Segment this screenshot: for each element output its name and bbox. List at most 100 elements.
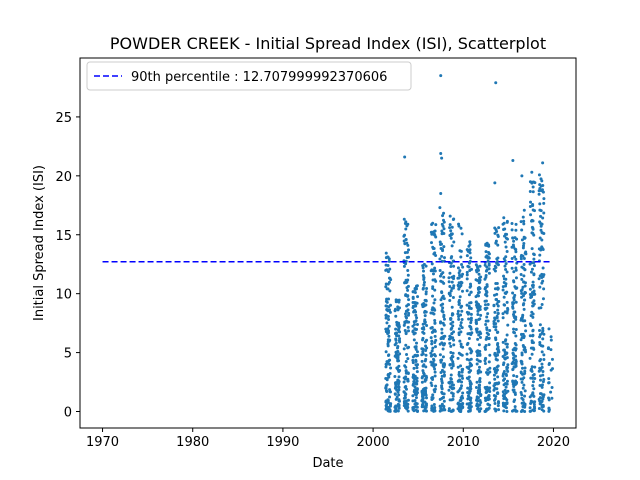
scatter-point (540, 385, 544, 389)
scatter-point (402, 380, 406, 384)
scatter-point (475, 362, 479, 366)
scatter-point (523, 409, 527, 413)
scatter-point (496, 392, 500, 396)
scatter-point (447, 280, 451, 284)
scatter-point (494, 336, 498, 340)
scatter-point (538, 335, 542, 339)
scatter-point (505, 300, 509, 304)
scatter-point (484, 356, 488, 360)
scatter-point (421, 338, 425, 342)
scatter-point (422, 325, 426, 329)
scatter-point (505, 333, 509, 337)
scatter-point (521, 285, 525, 289)
scatter-point (497, 350, 501, 354)
scatter-point (430, 339, 434, 343)
scatter-point (448, 334, 452, 338)
scatter-point (486, 312, 490, 316)
scatter-point (384, 256, 388, 260)
scatter-point (493, 401, 497, 405)
scatter-point (494, 241, 498, 245)
scatter-point (469, 284, 473, 288)
scatter-point (541, 337, 545, 341)
scatter-point (425, 323, 429, 327)
scatter-point (494, 325, 498, 329)
axes: 1970 1980 1990 2000 2010 2020 0 5 10 15 20 25 (55, 57, 577, 450)
scatter-point (456, 402, 460, 406)
scatter-point (520, 393, 524, 397)
scatter-point (429, 360, 433, 364)
scatter-point (504, 262, 508, 266)
scatter-point (407, 298, 411, 302)
scatter-point (449, 256, 453, 260)
scatter-point (461, 367, 465, 371)
scatter-point (492, 373, 496, 377)
scatter-point (388, 267, 392, 271)
scatter-point (433, 367, 437, 371)
scatter-point (542, 377, 546, 381)
scatter-point (504, 391, 508, 395)
scatter-point (441, 294, 445, 298)
scatter-point (519, 273, 523, 277)
scatter-point (415, 350, 419, 354)
scatter-point (394, 409, 398, 413)
scatter-point (460, 374, 464, 378)
scatter-point (442, 256, 446, 260)
scatter-point (520, 228, 524, 232)
scatter-point (467, 244, 471, 248)
scatter-point (502, 295, 506, 299)
scatter-point (440, 291, 444, 295)
scatter-point (441, 218, 445, 222)
scatter-point (457, 370, 461, 374)
scatter-point (411, 304, 415, 308)
scatter-point (415, 409, 419, 413)
scatter-point (503, 303, 507, 307)
scatter-point (440, 254, 444, 258)
scatter-point (486, 302, 490, 306)
scatter-point (522, 307, 526, 311)
scatter-point (511, 302, 515, 306)
scatter-point (477, 272, 481, 276)
scatter-point (519, 255, 523, 259)
scatter-point (424, 378, 428, 382)
scatter-point (478, 399, 482, 403)
scatter-point (522, 298, 526, 302)
scatter-point (404, 365, 408, 369)
scatter-point (504, 338, 508, 342)
scatter-point (469, 351, 473, 355)
scatter-point (483, 307, 487, 311)
scatter-point (520, 265, 524, 269)
scatter-point (478, 376, 482, 380)
scatter-point (511, 368, 515, 372)
scatter-point (523, 348, 527, 352)
scatter-point (514, 222, 518, 226)
scatter-point (386, 309, 390, 313)
scatter-point (477, 387, 481, 391)
scatter-point (440, 384, 444, 388)
scatter-point (433, 266, 437, 270)
scatter-point (456, 312, 460, 316)
scatter-point (466, 264, 470, 268)
scatter-point (523, 404, 527, 408)
scatter-point (541, 216, 545, 220)
scatter-point (469, 316, 473, 320)
scatter-point (502, 216, 506, 220)
scatter-point (476, 291, 480, 295)
scatter-point (533, 406, 537, 410)
scatter-point (384, 282, 388, 286)
scatter-point (396, 390, 400, 394)
scatter-point (397, 375, 401, 379)
scatter-point (538, 220, 542, 224)
scatter-point (529, 376, 533, 380)
scatter-point (477, 294, 481, 298)
scatter-point (541, 231, 545, 235)
scatter-point (540, 365, 544, 369)
scatter-point (450, 357, 454, 361)
scatter-point (465, 273, 469, 277)
scatter-point (522, 219, 526, 223)
scatter-point (404, 375, 408, 379)
scatter-point (440, 156, 444, 160)
scatter-point (488, 366, 492, 370)
scatter-point (537, 277, 541, 281)
scatter-point (550, 386, 554, 390)
scatter-point (514, 315, 518, 319)
